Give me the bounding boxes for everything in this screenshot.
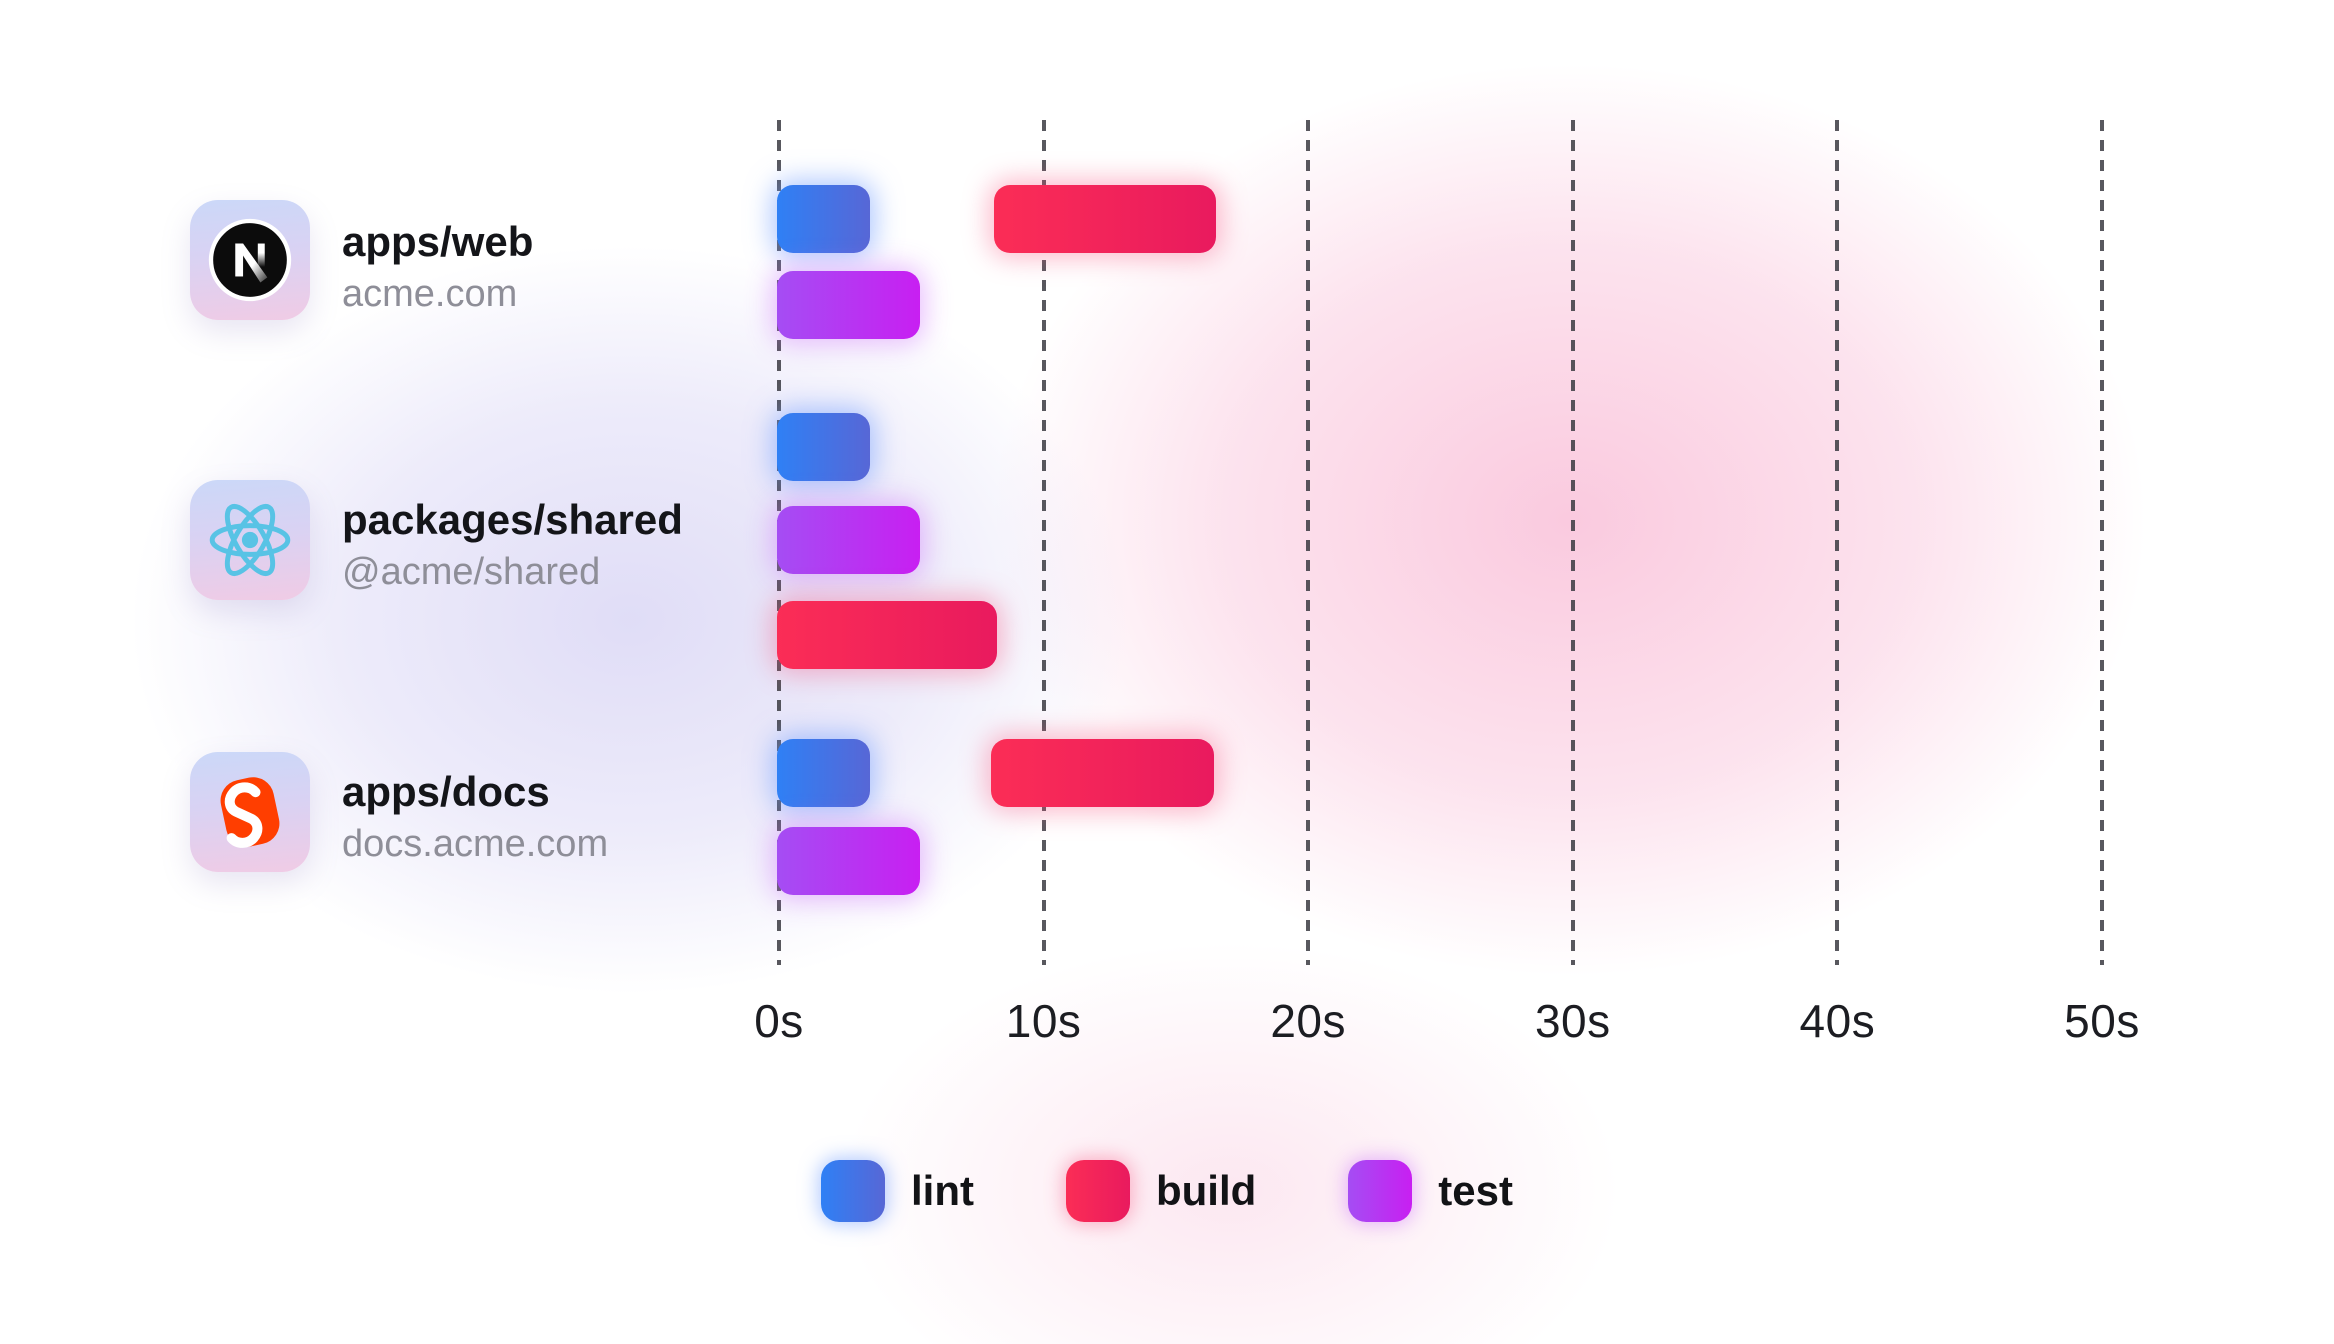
task-bar-lint [777, 739, 870, 807]
legend-item-build: build [1065, 1160, 1257, 1222]
axis-tick-label: 30s [1534, 995, 1611, 1047]
legend-item-lint: lint [821, 1160, 974, 1222]
task-bar-lint [777, 185, 870, 253]
nextjs-logo-icon [198, 208, 302, 312]
legend: lint build test [0, 1160, 2334, 1222]
task-bar-test [777, 271, 920, 339]
react-logo-icon [196, 486, 304, 594]
legend-item-test: test [1348, 1160, 1513, 1222]
project-title: apps/web [342, 218, 534, 265]
task-bar-build [991, 739, 1214, 807]
legend-label: test [1438, 1167, 1513, 1214]
task-bar-build [993, 185, 1217, 253]
project-icon-tile [190, 200, 310, 320]
legend-swatch-test [1348, 1160, 1413, 1222]
task-bar-lint [777, 413, 870, 481]
project-icon-tile [190, 480, 310, 600]
legend-label: build [1155, 1167, 1257, 1214]
axis-tick-label: 10s [1005, 995, 1082, 1047]
gridline-30s [1570, 120, 1575, 965]
project-title: apps/docs [342, 768, 550, 815]
gridline-20s [1306, 120, 1311, 965]
gridline-10s [1041, 120, 1046, 965]
project-subtitle: @acme/shared [342, 551, 601, 593]
axis-tick-label: 0s [754, 995, 804, 1047]
gridline-40s [1835, 120, 1840, 965]
legend-swatch-lint [821, 1160, 885, 1222]
task-bar-test [777, 827, 920, 895]
task-bar-build [777, 601, 997, 669]
project-title: packages/shared [342, 496, 683, 543]
axis-tick-label: 40s [1799, 995, 1876, 1047]
legend-swatch-build [1065, 1160, 1130, 1222]
legend-label: lint [911, 1167, 974, 1214]
project-subtitle: acme.com [342, 273, 518, 315]
axis-tick-label: 20s [1270, 995, 1347, 1047]
svelte-logo-icon [198, 760, 302, 864]
task-bar-test [777, 506, 920, 574]
gridline-50s [2100, 120, 2104, 965]
project-icon-tile [190, 752, 310, 872]
project-subtitle: docs.acme.com [342, 823, 609, 865]
axis-tick-label: 50s [2064, 995, 2140, 1047]
